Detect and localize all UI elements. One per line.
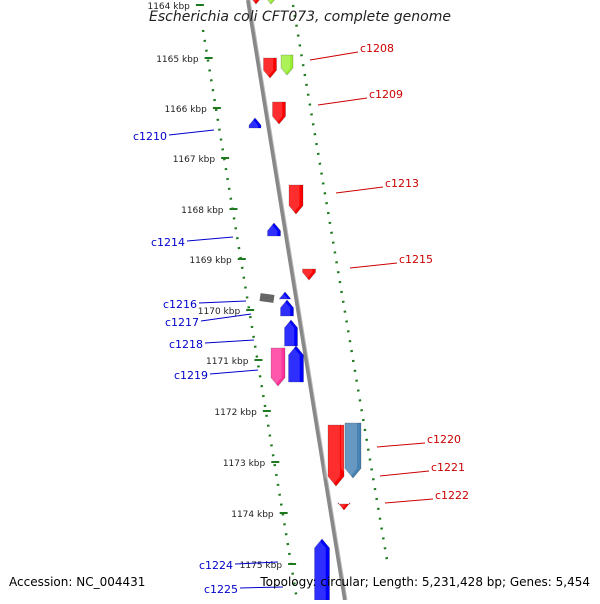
gene-arrow-c1209-shade bbox=[269, 102, 283, 124]
leader-line-c1219 bbox=[209, 369, 259, 375]
leader-line-c1222 bbox=[384, 498, 434, 504]
gene-arrow-c1215 bbox=[302, 268, 316, 281]
gene-arrow-c1220 bbox=[327, 424, 345, 487]
gene-arrow-c1222-shade bbox=[335, 502, 347, 510]
leader-line-c1208 bbox=[309, 51, 359, 61]
leader-line-c1221 bbox=[379, 470, 430, 477]
gene-arrow-c1218 bbox=[284, 319, 298, 347]
gene-arrow-c1214 bbox=[267, 222, 281, 237]
tick-label: 1165 kbp bbox=[156, 55, 199, 65]
gene-arrow-c1219-pink-shade bbox=[267, 348, 282, 386]
leader-line-c1214 bbox=[186, 236, 234, 242]
leader-line-c1210 bbox=[168, 129, 215, 136]
gene-arrow-c1209 bbox=[272, 101, 286, 125]
gene-label-c1216: c1216 bbox=[163, 298, 197, 311]
gene-label-c1215: c1215 bbox=[399, 253, 433, 266]
tick-label: 1164 kbp bbox=[147, 2, 190, 12]
outer-tick-track bbox=[291, 4, 389, 561]
leader-line-c1218 bbox=[204, 339, 255, 344]
gene-box-c1216-grey bbox=[259, 293, 275, 303]
gene-arrow-c1213-shade bbox=[285, 185, 300, 214]
gene-arrow-c1222 bbox=[337, 501, 351, 511]
gene-arrow-top-green-shade bbox=[265, 0, 272, 4]
gene-arrow-c1216 bbox=[279, 291, 291, 300]
gene-label-c1209: c1209 bbox=[369, 88, 403, 101]
gene-arrow-c1210-shade bbox=[246, 118, 258, 128]
tick-label: 1173 kbp bbox=[223, 459, 266, 469]
inner-tick-track bbox=[201, 29, 299, 601]
gene-arrow-c1213 bbox=[288, 184, 304, 215]
gene-label-c1218: c1218 bbox=[169, 338, 203, 351]
gene-arrow-c1221-shade bbox=[341, 423, 357, 478]
leader-line-c1225 bbox=[239, 586, 284, 589]
gene-arrow-c1217 bbox=[280, 299, 294, 317]
gene-arrow-c1219-shade bbox=[284, 346, 300, 382]
leader-line-c1213 bbox=[335, 186, 384, 194]
leader-line-c1217 bbox=[200, 313, 252, 322]
gene-arrow-c1210 bbox=[248, 117, 262, 129]
gene-arrow-c1216-shade bbox=[276, 292, 288, 299]
gene-arrow-c1219-pink bbox=[270, 347, 286, 387]
genome-summary-text: Topology: circular; Length: 5,231,428 bp… bbox=[260, 575, 590, 589]
gene-arrow-c1215-shade bbox=[299, 269, 313, 280]
tick-label: 1167 kbp bbox=[173, 155, 216, 165]
gene-arrow-c1218-shade bbox=[281, 320, 295, 346]
gene-label-c1214: c1214 bbox=[151, 236, 185, 249]
backbone-line bbox=[246, 0, 347, 601]
gene-label-c1208: c1208 bbox=[360, 42, 394, 55]
gene-arrow-c1214-shade bbox=[264, 223, 278, 236]
tick-label: 1171 kbp bbox=[206, 357, 249, 367]
gene-label-c1217: c1217 bbox=[165, 316, 199, 329]
gene-label-c1222: c1222 bbox=[435, 489, 469, 502]
gene-arrow-c1208-green-shade bbox=[278, 55, 290, 75]
gene-arrow-c1208-shade bbox=[260, 58, 274, 78]
gene-arrow-top-red bbox=[252, 0, 260, 5]
leader-line-c1209 bbox=[317, 97, 368, 106]
leader-line-c1224 bbox=[234, 561, 279, 565]
gene-arrow-top-green bbox=[267, 0, 275, 5]
accession-text: Accession: NC_004431 bbox=[9, 575, 146, 589]
gene-label-c1213: c1213 bbox=[385, 177, 419, 190]
gene-arrow-c1221 bbox=[344, 422, 362, 479]
gene-arrow-c1208-green bbox=[280, 54, 294, 76]
gene-arrow-c1220-shade bbox=[324, 425, 340, 486]
gene-arrow-c1224-shade bbox=[310, 539, 326, 600]
leader-line-c1215 bbox=[349, 262, 398, 269]
gene-label-c1210: c1210 bbox=[133, 130, 167, 143]
leader-line-c1220 bbox=[376, 442, 426, 448]
map-title: Escherichia coli CFT073, complete genome bbox=[149, 9, 451, 25]
backbone-highlight bbox=[249, 0, 348, 601]
tick-label: 1172 kbp bbox=[214, 408, 257, 418]
gene-label-c1220: c1220 bbox=[427, 433, 461, 446]
tick-label: 1166 kbp bbox=[164, 105, 207, 115]
leader-line-c1216 bbox=[198, 300, 247, 304]
gene-arrow-top-red-shade bbox=[249, 0, 257, 4]
tick-label: 1175 kbp bbox=[240, 561, 283, 571]
gene-label-c1219: c1219 bbox=[174, 369, 208, 382]
tick-label: 1169 kbp bbox=[189, 256, 232, 266]
gene-arrow-c1208 bbox=[263, 57, 277, 79]
gene-label-c1221: c1221 bbox=[431, 461, 465, 474]
gene-arrow-c1219 bbox=[288, 345, 304, 383]
tick-label: 1170 kbp bbox=[198, 307, 241, 317]
gene-arrow-c1217-shade bbox=[277, 300, 291, 316]
tick-label: 1168 kbp bbox=[181, 206, 224, 216]
gene-label-c1224: c1224 bbox=[199, 559, 233, 572]
gene-label-c1225: c1225 bbox=[204, 583, 238, 596]
tick-label: 1174 kbp bbox=[231, 510, 274, 520]
